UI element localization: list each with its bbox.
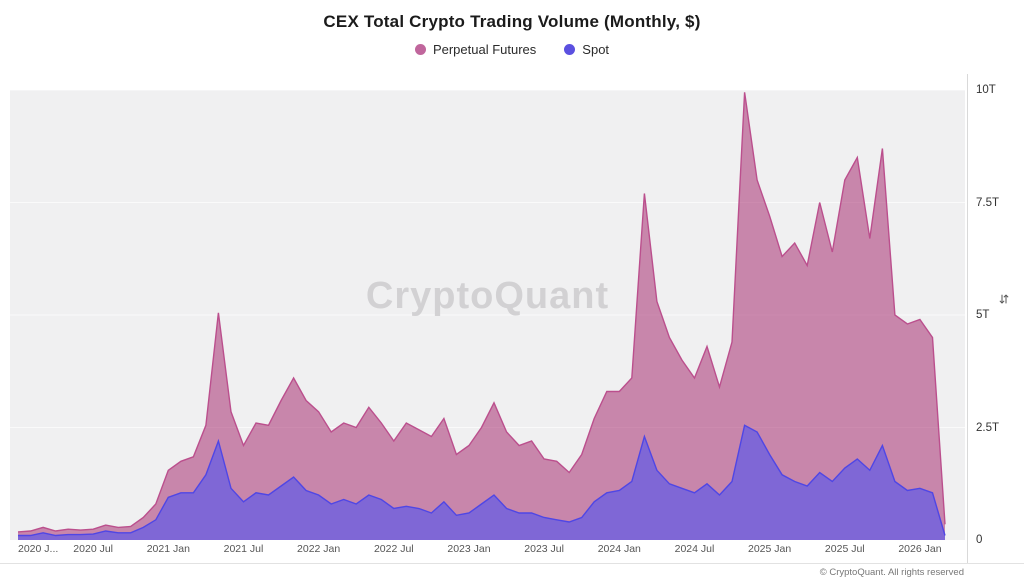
x-axis-tick-label: 2021 Jan — [146, 543, 190, 555]
x-axis-tick-label: 2026 Jan — [898, 543, 942, 555]
plot-area[interactable]: CryptoQuant — [10, 90, 965, 540]
x-axis-tick-label: 2021 Jul — [223, 543, 264, 555]
y-axis-scale-toggle-icon[interactable]: ⇆ — [997, 293, 1012, 305]
y-axis-tick-label: 2.5T — [976, 421, 1000, 434]
volume-area-chart — [10, 90, 965, 540]
x-axis-tick-label: 2020 Jul — [73, 543, 114, 555]
x-axis-tick-label: 2022 Jul — [373, 543, 414, 555]
y-axis-tick-label: 7.5T — [976, 196, 1000, 209]
x-axis-tick-label: 2022 Jan — [297, 543, 341, 555]
x-axis-tick-label: 2025 Jul — [824, 543, 865, 555]
legend-dot-perpetual-futures — [414, 44, 426, 55]
x-axis-tick-label: 2025 Jan — [748, 543, 792, 555]
y-axis: 0 2.5T 5T 7.5T 10T — [976, 0, 1022, 583]
legend-item-perpetual-futures[interactable]: Perpetual Futures — [414, 42, 537, 57]
x-axis-tick-label: 2024 Jul — [674, 543, 715, 555]
footer-bar: © CryptoQuant. All rights reserved — [0, 563, 1024, 583]
legend-dot-spot — [564, 44, 576, 55]
legend-label-perpetual-futures: Perpetual Futures — [432, 42, 537, 57]
y-axis-separator-line — [967, 74, 968, 563]
y-axis-tick-label: 5T — [976, 309, 990, 321]
copyright-text: © CryptoQuant. All rights reserved — [819, 567, 964, 578]
x-axis-tick-label: 2023 Jan — [447, 543, 491, 555]
x-axis: 2020 J... 2020 Jul 2021 Jan 2021 Jul 2022 Ja… — [0, 543, 1024, 559]
chart-title: CEX Total Crypto Trading Volume (Monthly… — [323, 12, 701, 31]
x-axis-tick-label: 2020 J... — [18, 543, 59, 555]
x-axis-tick-label: 2023 Jul — [524, 543, 564, 555]
legend-item-spot[interactable]: Spot — [564, 42, 609, 57]
legend-label-spot: Spot — [582, 42, 610, 57]
y-axis-tick-label: 0 — [976, 534, 983, 546]
x-axis-tick-label: 2024 Jan — [597, 543, 641, 555]
legend: Perpetual Futures Spot — [0, 42, 1024, 57]
y-axis-tick-label: 10T — [976, 84, 996, 96]
